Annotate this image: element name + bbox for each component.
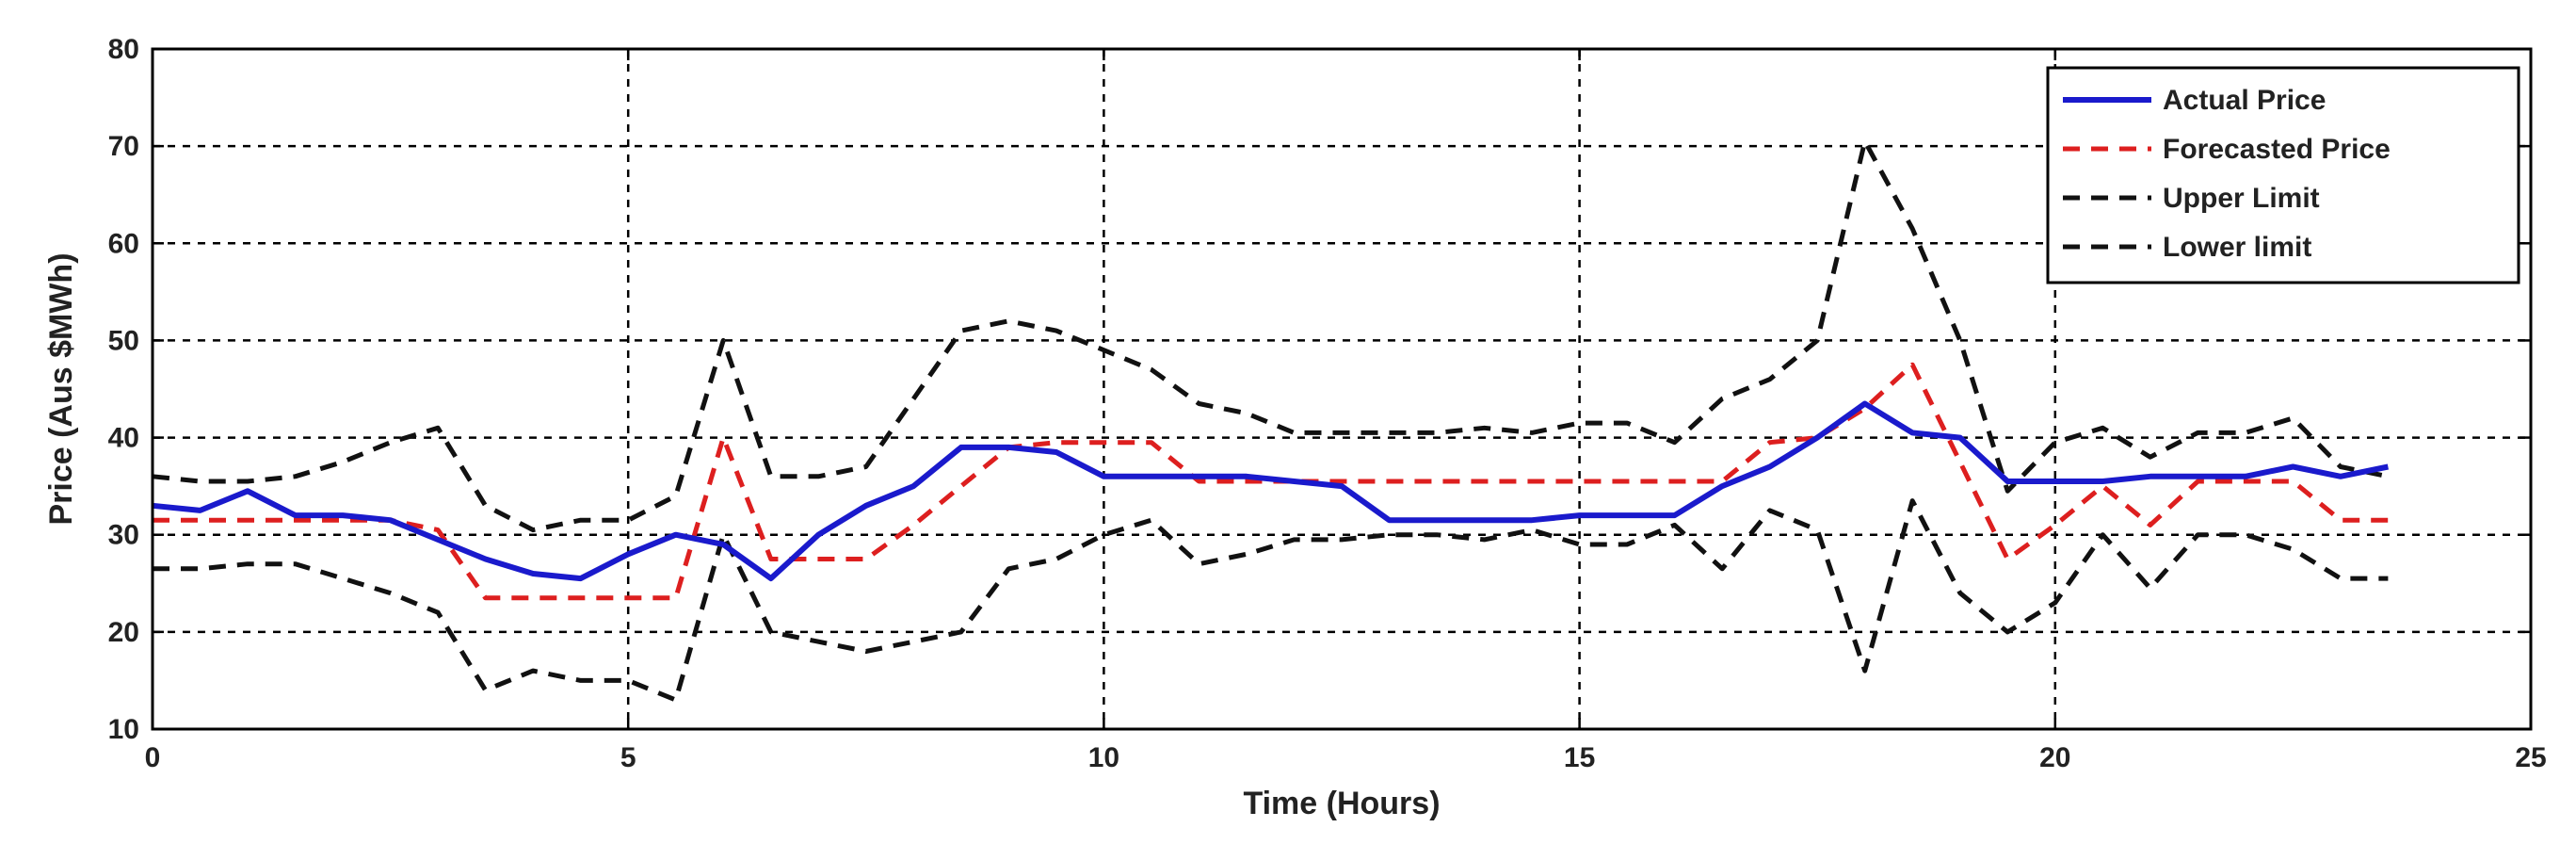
y-tick-label: 20 xyxy=(108,617,139,648)
legend-label: Upper Limit xyxy=(2163,183,2320,214)
legend-label: Forecasted Price xyxy=(2163,134,2391,165)
legend: Actual Price Forecasted Price Upper Limit L… xyxy=(2046,66,2520,284)
x-tick-label: 0 xyxy=(145,742,161,773)
series-line-lower-limit xyxy=(153,498,2389,703)
plot-frame xyxy=(151,47,2533,731)
y-axis-title: Price (Aus $MWh) xyxy=(43,252,79,525)
grid-lines xyxy=(153,49,2531,729)
x-tick-label: 5 xyxy=(620,742,636,773)
x-tick-label: 20 xyxy=(2039,742,2070,773)
series-line-upper-limit xyxy=(152,138,2389,533)
series-line-actual-price xyxy=(152,400,2389,582)
x-tick-label: 10 xyxy=(1088,742,1119,773)
y-tick-label: 70 xyxy=(108,131,139,162)
x-tick-label: 15 xyxy=(1564,742,1595,773)
series-layer xyxy=(152,138,2389,703)
y-tick-label: 30 xyxy=(108,520,139,551)
legend-label: Actual Price xyxy=(2163,85,2326,116)
axis-ticks xyxy=(151,47,2533,731)
y-tick-label: 50 xyxy=(108,325,139,356)
x-tick-label: 25 xyxy=(2515,742,2546,773)
y-tick-label: 60 xyxy=(108,228,139,259)
series-line-forecasted-price xyxy=(153,362,2389,601)
x-axis-title: Time (Hours) xyxy=(1243,786,1440,821)
legend-label: Lower limit xyxy=(2163,232,2311,263)
y-tick-label: 10 xyxy=(108,714,139,745)
tick-labels: 0 5 10 15 20 25 10 20 30 40 50 60 70 80 xyxy=(108,34,2547,773)
y-tick-label: 80 xyxy=(108,34,139,65)
y-tick-label: 40 xyxy=(108,423,139,454)
